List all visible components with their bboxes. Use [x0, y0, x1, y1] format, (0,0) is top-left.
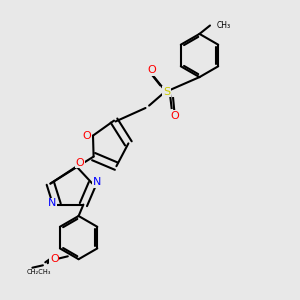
Text: O: O	[50, 254, 59, 264]
Text: S: S	[163, 86, 170, 97]
Text: O: O	[170, 111, 179, 121]
Text: CH₃: CH₃	[217, 21, 231, 30]
Text: O: O	[76, 158, 85, 168]
Text: N: N	[48, 198, 57, 208]
Text: O: O	[82, 130, 91, 141]
Text: O: O	[147, 65, 156, 75]
Text: N: N	[93, 177, 101, 187]
Text: CH₂CH₃: CH₂CH₃	[27, 269, 52, 275]
